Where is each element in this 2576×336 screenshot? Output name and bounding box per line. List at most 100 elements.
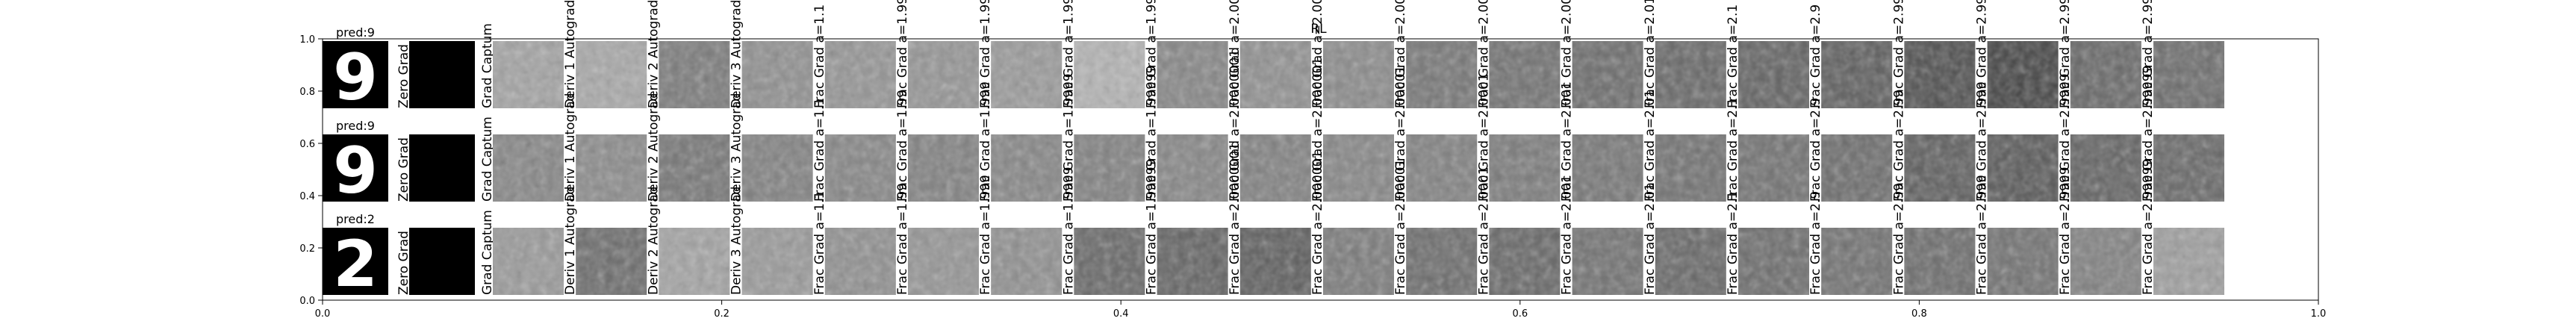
- attribution-texture: [2153, 41, 2224, 108]
- attribution-texture: [1074, 228, 1145, 295]
- attribution-texture: [824, 41, 896, 108]
- column-label: Frac Grad a=2.99999: [2141, 0, 2156, 108]
- column-label: Frac Grad a=1.99999: [1145, 159, 1160, 295]
- attribution-texture: [908, 228, 979, 295]
- column-label: Frac Grad a=2.001: [1560, 175, 1575, 295]
- attribution-texture: [1406, 41, 1478, 108]
- y-tick-label: 0.0: [299, 296, 315, 307]
- column-label: Frac Grad a=2.99: [1891, 183, 1906, 295]
- attribution-texture: [1572, 228, 1643, 295]
- column-label: Frac Grad a=2.0001: [1476, 0, 1491, 108]
- y-tick-label: 1.0: [299, 34, 315, 46]
- attribution-texture: [1987, 41, 2059, 108]
- column-label: Frac Grad a=2.9: [1808, 98, 1823, 202]
- attribution-texture: [1821, 41, 1893, 108]
- attribution-texture: [1489, 134, 1561, 202]
- attribution-texture: [1074, 41, 1145, 108]
- column-label: Frac Grad a=2.99999: [2141, 159, 2156, 295]
- digit-glyph: 9: [333, 134, 378, 208]
- column-label: Deriv 1 Autograd: [563, 93, 578, 202]
- attribution-texture: [493, 228, 564, 295]
- column-label: Grad Captum: [480, 210, 495, 295]
- attribution-texture: [493, 41, 564, 108]
- column-label: Frac Grad a=2.999: [1975, 175, 1990, 295]
- column-label: Frac Grad a=2.01: [1643, 90, 1658, 202]
- attribution-texture: [1655, 228, 1726, 295]
- attribution-texture: [1323, 41, 1394, 108]
- attribution-texture: [1157, 228, 1228, 295]
- column-label: Frac Grad a=2.0000001: [1228, 143, 1242, 295]
- attribution-texture: [576, 228, 647, 295]
- attribution-texture: [824, 134, 896, 202]
- attribution-texture: [1904, 41, 1976, 108]
- column-label: Frac Grad a=1.99999: [1145, 66, 1160, 202]
- attribution-texture: [1323, 134, 1394, 202]
- attribution-texture: [659, 134, 730, 202]
- column-label: Frac Grad a=1.9999: [1061, 0, 1076, 108]
- attribution-texture: [1572, 134, 1643, 202]
- attribution-texture: [991, 41, 1063, 108]
- column-label: Frac Grad a=2.999: [1975, 81, 1990, 202]
- column-label: Frac Grad a=2.0001: [1476, 167, 1491, 295]
- column-label: Frac Grad a=2.9999: [2058, 73, 2073, 202]
- chart-title: RL: [1310, 22, 1327, 37]
- column-label: Frac Grad a=2.001: [1560, 81, 1575, 202]
- attribution-texture: [1655, 134, 1726, 202]
- column-label: Frac Grad a=2.001: [1560, 0, 1575, 108]
- x-tick-label: 0.8: [1911, 308, 1927, 320]
- column-label: Frac Grad a=2.9: [1808, 191, 1823, 295]
- attribution-texture: [908, 41, 979, 108]
- x-tick-label: 0.6: [1512, 308, 1528, 320]
- column-label: Grad Captum: [480, 23, 495, 108]
- image-row: pred:99 Zero Grad Grad Captum Deriv 1 Autog…: [323, 49, 2224, 208]
- attribution-texture: [493, 134, 564, 202]
- column-label: Zero Grad: [396, 44, 411, 108]
- attribution-texture: [1738, 228, 1809, 295]
- column-label: Frac Grad a=2.0000001: [1228, 49, 1242, 202]
- column-label: Deriv 3 Autograd: [729, 187, 744, 295]
- column-label: Deriv 2 Autograd: [646, 187, 661, 295]
- column-label: Frac Grad a=2.1: [1726, 191, 1740, 295]
- attribution-texture: [2153, 228, 2224, 295]
- column-label: Frac Grad a=2.000001: [1310, 57, 1325, 202]
- column-label: Frac Grad a=1.9999: [1061, 73, 1076, 202]
- column-label: Grad Captum: [480, 116, 495, 202]
- digit-image: [323, 228, 388, 295]
- digit-image: [323, 134, 388, 202]
- attribution-texture: [1406, 134, 1478, 202]
- x-tick-label: 0.4: [1113, 308, 1129, 320]
- x-tick-label: 1.0: [2311, 308, 2327, 320]
- column-label: Frac Grad a=1.1: [812, 4, 827, 108]
- attribution-texture: [1821, 134, 1893, 202]
- attribution-texture: [2070, 41, 2141, 108]
- column-label: Frac Grad a=1.99: [895, 90, 910, 202]
- column-label: Frac Grad a=2.0001: [1476, 73, 1491, 202]
- column-label: Frac Grad a=1.9999: [1061, 167, 1076, 295]
- column-label: Frac Grad a=2.99: [1891, 90, 1906, 202]
- attribution-texture: [2070, 228, 2141, 295]
- prediction-label: pred:9: [336, 25, 375, 40]
- digit-glyph: 2: [333, 227, 378, 302]
- zero-grad-image: [409, 228, 475, 295]
- column-label: Frac Grad a=2.999: [1975, 0, 1990, 108]
- column-label: Frac Grad a=1.1: [812, 191, 827, 295]
- attribution-texture: [576, 134, 647, 202]
- column-label: Frac Grad a=2.9: [1808, 4, 1823, 108]
- column-label: Zero Grad: [396, 231, 411, 295]
- attribution-texture: [1904, 134, 1976, 202]
- column-label: Frac Grad a=2.01: [1643, 0, 1658, 108]
- column-label: Deriv 3 Autograd: [729, 93, 744, 202]
- attribution-texture: [991, 134, 1063, 202]
- attribution-texture: [1074, 134, 1145, 202]
- attribution-texture: [1738, 41, 1809, 108]
- x-tick-label: 0.2: [714, 308, 729, 320]
- attribution-texture: [1655, 41, 1726, 108]
- attribution-texture: [1239, 41, 1311, 108]
- attribution-texture: [659, 228, 730, 295]
- attribution-texture: [576, 41, 647, 108]
- attribution-texture: [659, 41, 730, 108]
- column-label: Frac Grad a=2.99: [1891, 0, 1906, 108]
- attribution-texture: [1489, 41, 1561, 108]
- attribution-texture: [741, 41, 813, 108]
